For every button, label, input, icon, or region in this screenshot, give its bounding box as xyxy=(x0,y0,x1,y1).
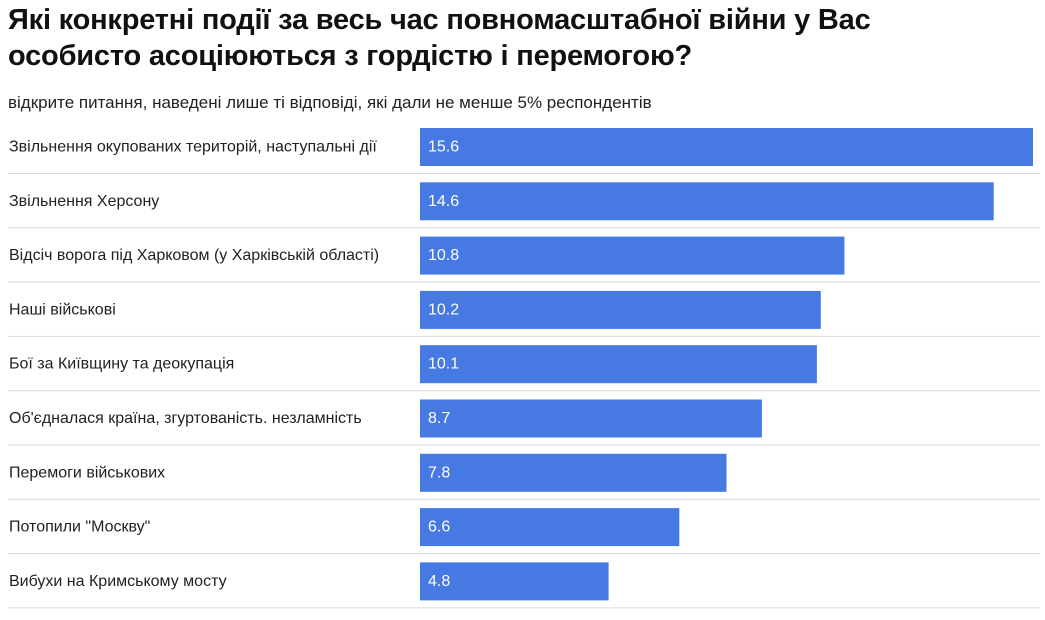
data-label: 15.6 xyxy=(428,139,459,156)
data-label: 7.8 xyxy=(428,464,450,481)
category-label: Бої за Київщину та деокупація xyxy=(9,356,234,373)
category-label: Вибухи на Кримському мосту xyxy=(9,573,227,590)
category-label: Наші військові xyxy=(9,301,116,318)
bar xyxy=(420,290,821,329)
data-label: 10.2 xyxy=(428,301,459,318)
bar xyxy=(420,236,845,275)
category-label: Потопили "Москву" xyxy=(9,519,150,536)
bar xyxy=(420,562,609,601)
chart-subtitle: відкрите питання, наведені лише ті відпо… xyxy=(8,93,652,112)
category-label: Перемоги військових xyxy=(9,464,165,481)
chart-title: Які конкретні події за весь час повномас… xyxy=(8,4,871,72)
data-label: 14.6 xyxy=(428,193,459,210)
category-label: Звільнення окупованих територій, наступа… xyxy=(9,139,377,156)
data-label: 10.8 xyxy=(428,247,459,264)
bar xyxy=(420,508,680,547)
category-label: Відсіч ворога під Харковом (у Харківські… xyxy=(9,247,379,264)
category-label: Звільнення Херсону xyxy=(9,193,159,210)
bar xyxy=(420,128,1033,166)
bar xyxy=(420,399,762,438)
bar xyxy=(420,453,727,492)
data-label: 8.7 xyxy=(428,410,450,427)
data-label: 4.8 xyxy=(428,573,450,590)
data-label: 6.6 xyxy=(428,519,450,536)
bar xyxy=(420,345,817,384)
category-label: Об'єдналася країна, згуртованість. незла… xyxy=(9,410,362,427)
data-label: 10.1 xyxy=(428,356,459,373)
bar xyxy=(420,182,994,221)
